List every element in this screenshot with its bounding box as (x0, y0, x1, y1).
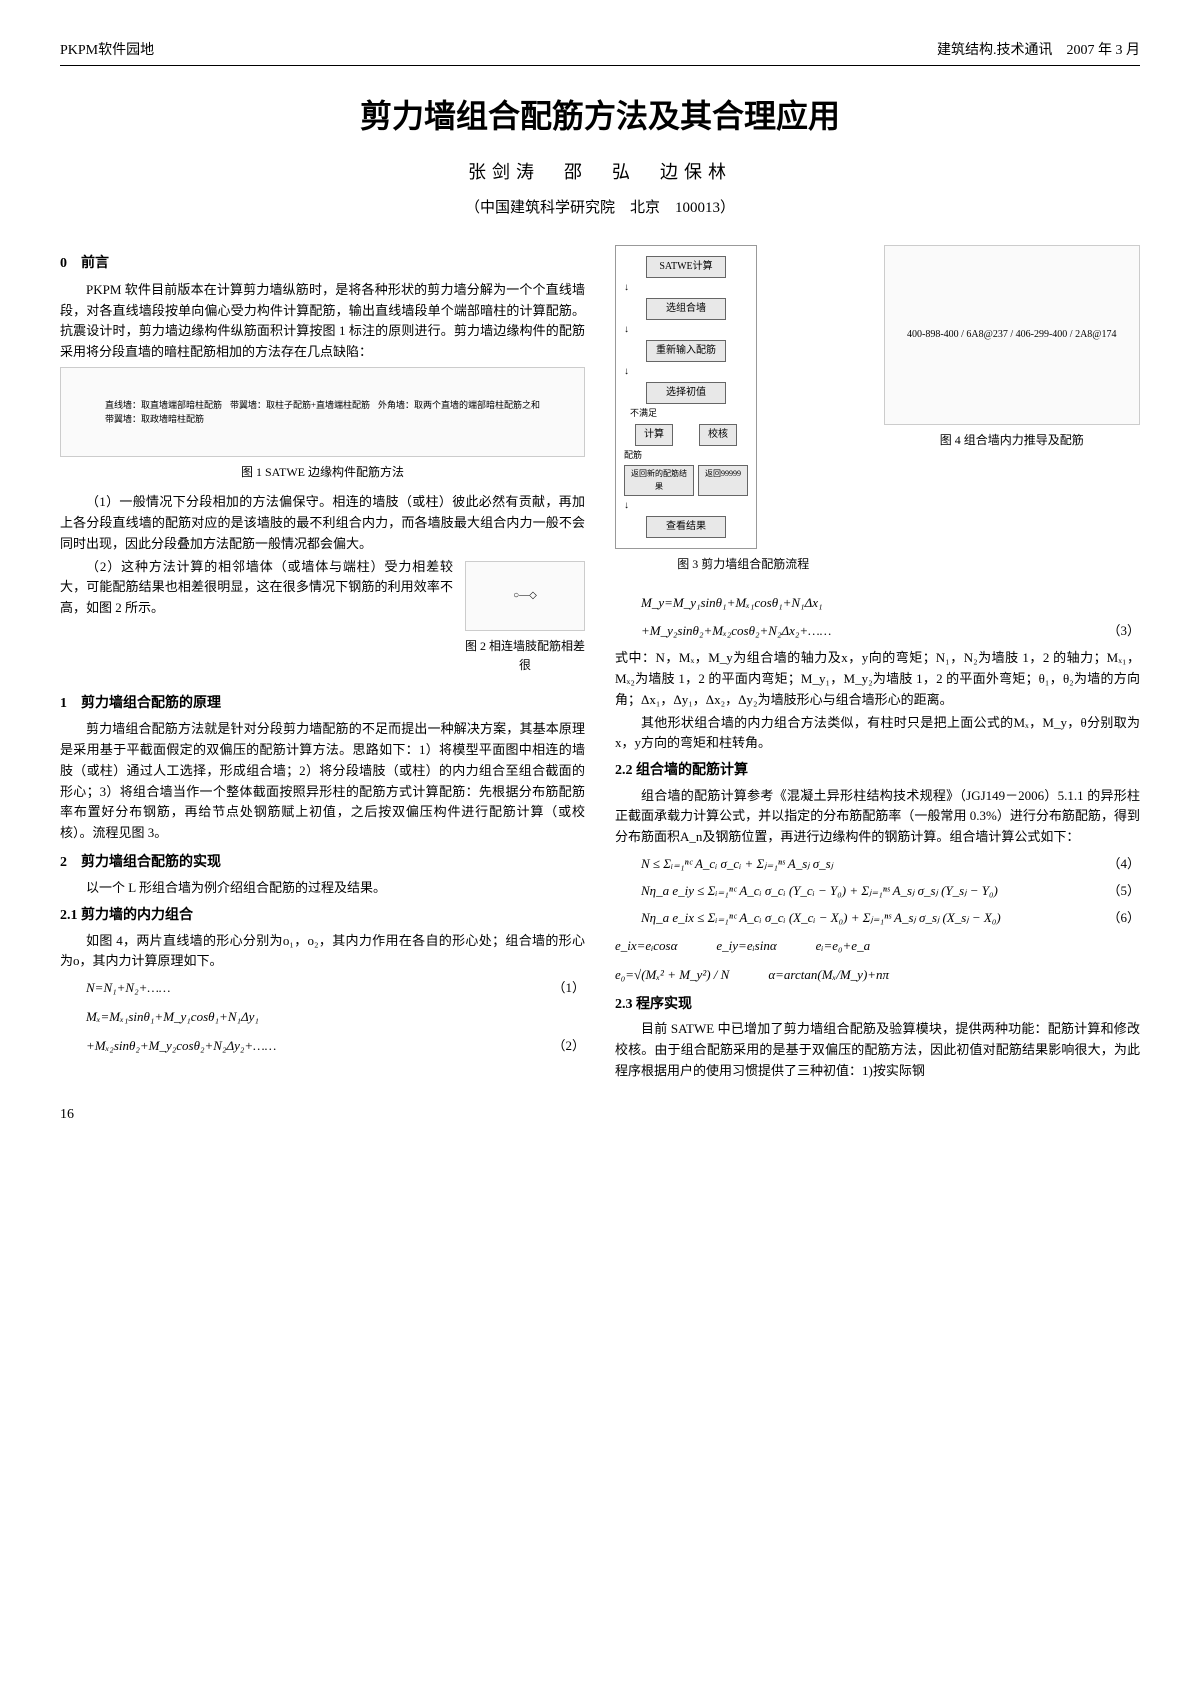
equation-2: +Mₓ₂sinθ₂+M_y₂cosθ₂+N₂Δy₂+…… （2） (86, 1036, 585, 1057)
eq1-num: （1） (552, 978, 585, 999)
authors: 张剑涛 邵 弘 边保林 (60, 158, 1140, 187)
fig4-labels: 400-898-400 / 6A8@237 / 406-299-400 / 2A… (907, 327, 1117, 343)
fig4-caption: 图 4 组合墙内力推导及配筋 (884, 431, 1141, 450)
flow-n2: 选组合墙 (646, 298, 726, 320)
right-column: SATWE计算 ↓ 选组合墙 ↓ 重新输入配筋 ↓ 选择初值 不满足 计算 校核… (615, 245, 1140, 1083)
s22-para-1: 组合墙的配筋计算参考《混凝土异形柱结构技术规程》（JGJ149－2006）5.1… (615, 786, 1140, 848)
fig3-fig4-row: SATWE计算 ↓ 选组合墙 ↓ 重新输入配筋 ↓ 选择初值 不满足 计算 校核… (615, 245, 1140, 584)
fig1-label-c: 外角墙：取两个直墙的端部暗柱配筋之和 (378, 398, 540, 412)
aux-1: e_ix=eᵢcosα e_iy=eᵢsinα eᵢ=e₀+e_a (615, 936, 1140, 957)
s0-para-3: （2）这种方法计算的相邻墙体（或墙体与端柱）受力相差较大，可能配筋结果也相差很明… (60, 557, 453, 619)
s23-para-1: 目前 SATWE 中已增加了剪力墙组合配筋及验算模块，提供两种功能：配筋计算和修… (615, 1019, 1140, 1081)
fig2-caption: 图 2 相连墙肢配筋相差很 (465, 637, 585, 675)
equation-4: N ≤ Σᵢ₌₁ⁿᶜ A_cᵢ σ_cᵢ + Σⱼ₌₁ⁿˢ A_sⱼ σ_sⱼ … (641, 854, 1140, 875)
desc-2: 其他形状组合墙的内力组合方法类似，有柱时只是把上面公式的Mₓ，M_y，θ分别取为… (615, 713, 1140, 755)
flow-n5l: 计算 (635, 424, 673, 446)
flow-n6r: 返回99999 (698, 465, 748, 497)
figure-4: 400-898-400 / 6A8@237 / 406-299-400 / 2A… (884, 245, 1141, 425)
eq3-line1: M_y=M_y₁sinθ₁+Mₓ₁cosθ₁+N₁Δx₁ (641, 593, 1140, 614)
figure-3-flowchart: SATWE计算 ↓ 选组合墙 ↓ 重新输入配筋 ↓ 选择初值 不满足 计算 校核… (615, 245, 757, 549)
section-1-head: 1 剪力墙组合配筋的原理 (60, 693, 585, 715)
flow-n5r: 校核 (699, 424, 737, 446)
s21-para-1: 如图 4，两片直线墙的形心分别为o₁，o₂，其内力作用在各自的形心处；组合墙的形… (60, 931, 585, 973)
flow-n6l: 返回新的配筋结果 (624, 465, 694, 497)
flow-n4: 选择初值 (646, 382, 726, 404)
page-header: PKPM软件园地 建筑结构.技术通讯 2007 年 3 月 (60, 40, 1140, 66)
two-column-content: 0 前言 PKPM 软件目前版本在计算剪力墙纵筋时，是将各种形状的剪力墙分解为一… (60, 245, 1140, 1083)
section-22-head: 2.2 组合墙的配筋计算 (615, 760, 1140, 782)
eq3-num: （3） (1107, 621, 1140, 642)
flow-n1: SATWE计算 (646, 256, 726, 278)
fig3-caption: 图 3 剪力墙组合配筋流程 (615, 555, 872, 574)
flow-side: 不满足 (630, 408, 657, 418)
affiliation: （中国建筑科学研究院 北京 100013） (60, 196, 1140, 220)
article-title: 剪力墙组合配筋方法及其合理应用 (60, 91, 1140, 142)
section-23-head: 2.3 程序实现 (615, 994, 1140, 1016)
s0-para-2: （1）一般情况下分段相加的方法偏保守。相连的墙肢（或柱）彼此必然有贡献，再加上各… (60, 492, 585, 554)
eq2-num: （2） (552, 1036, 585, 1057)
eq3-body2: +M_y₂sinθ₂+Mₓ₂cosθ₂+N₂Δx₂+…… (641, 621, 831, 642)
eq4-num: （4） (1107, 854, 1140, 875)
section-0-head: 0 前言 (60, 253, 585, 275)
aux-2: e₀=√(Mₓ² + M_y²) / N α=arctan(Mₓ/M_y)+nπ (615, 965, 1140, 986)
eq6-num: （6） (1107, 908, 1140, 929)
flow-n5b: 配筋 (624, 448, 748, 462)
fig1-label-a: 直线墙：取直墙端部暗柱配筋 (105, 398, 222, 412)
s2-para-1: 以一个 L 形组合墙为例介绍组合配筋的过程及结果。 (60, 878, 585, 899)
eq5-num: （5） (1107, 881, 1140, 902)
fig1-label-d: 带翼墙：取政墙暗柱配筋 (105, 412, 540, 426)
flow-n7: 查看结果 (646, 516, 726, 538)
figure-1: 直线墙：取直墙端部暗柱配筋 带翼墙：取柱子配筋+直墙端柱配筋 外角墙：取两个直墙… (60, 367, 585, 457)
header-left: PKPM软件园地 (60, 40, 154, 62)
fig1-label-b: 带翼墙：取柱子配筋+直墙端柱配筋 (230, 398, 370, 412)
equation-3: +M_y₂sinθ₂+Mₓ₂cosθ₂+N₂Δx₂+…… （3） (641, 621, 1140, 642)
figure-2: ○—◇ (465, 561, 585, 631)
eq4-body: N ≤ Σᵢ₌₁ⁿᶜ A_cᵢ σ_cᵢ + Σⱼ₌₁ⁿˢ A_sⱼ σ_sⱼ (641, 854, 833, 875)
s0-para-1: PKPM 软件目前版本在计算剪力墙纵筋时，是将各种形状的剪力墙分解为一个个直线墙… (60, 280, 585, 363)
eq6-body: Nη_a e_ix ≤ Σᵢ₌₁ⁿᶜ A_cᵢ σ_cᵢ (X_cᵢ − X₀)… (641, 908, 1001, 929)
eq2-body2: +Mₓ₂sinθ₂+M_y₂cosθ₂+N₂Δy₂+…… (86, 1036, 276, 1057)
header-right: 建筑结构.技术通讯 2007 年 3 月 (937, 40, 1140, 62)
eq5-body: Nη_a e_iy ≤ Σᵢ₌₁ⁿᶜ A_cᵢ σ_cᵢ (Y_cᵢ − Y₀)… (641, 881, 998, 902)
flow-n3: 重新输入配筋 (646, 340, 726, 362)
eq2-line1: Mₓ=Mₓ₁sinθ₁+M_y₁cosθ₁+N₁Δy₁ (86, 1007, 585, 1028)
section-21-head: 2.1 剪力墙的内力组合 (60, 905, 585, 927)
fig1-caption: 图 1 SATWE 边缘构件配筋方法 (60, 463, 585, 482)
equation-5: Nη_a e_iy ≤ Σᵢ₌₁ⁿᶜ A_cᵢ σ_cᵢ (Y_cᵢ − Y₀)… (641, 881, 1140, 902)
equation-1: N=N₁+N₂+…… （1） (86, 978, 585, 999)
left-column: 0 前言 PKPM 软件目前版本在计算剪力墙纵筋时，是将各种形状的剪力墙分解为一… (60, 245, 585, 1083)
eq1-body: N=N₁+N₂+…… (86, 978, 171, 999)
page-number: 16 (60, 1104, 1140, 1126)
section-2-head: 2 剪力墙组合配筋的实现 (60, 852, 585, 874)
s1-para-1: 剪力墙组合配筋方法就是针对分段剪力墙配筋的不足而提出一种解决方案，其基本原理是采… (60, 719, 585, 844)
desc-1: 式中：N，Mₓ，M_y为组合墙的轴力及x，y向的弯矩；N₁，N₂为墙肢 1，2 … (615, 648, 1140, 710)
equation-6: Nη_a e_ix ≤ Σᵢ₌₁ⁿᶜ A_cᵢ σ_cᵢ (X_cᵢ − X₀)… (641, 908, 1140, 929)
